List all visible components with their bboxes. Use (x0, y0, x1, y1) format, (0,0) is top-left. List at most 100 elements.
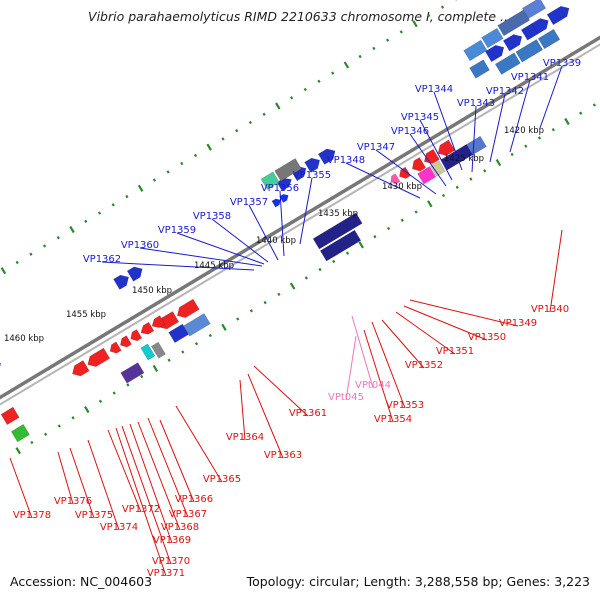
reverse-gene-11[interactable] (466, 135, 487, 156)
reverse-gene-22[interactable] (85, 347, 111, 370)
forward-gene-21[interactable] (271, 197, 282, 208)
gene-label-vp1355[interactable]: VP1355 (293, 170, 331, 181)
gene-label-vp1346[interactable]: VP1346 (391, 126, 429, 137)
forward-gene-20[interactable] (274, 158, 302, 182)
gene-label-vp1339[interactable]: VP1339 (543, 58, 581, 69)
gene-label-vp1356[interactable]: VP1356 (261, 183, 299, 194)
scale-tick (249, 309, 254, 313)
gene-label-vp1378[interactable]: VP1378 (13, 510, 51, 521)
gene-label-vp1359[interactable]: VP1359 (158, 225, 196, 236)
scale-tick (152, 178, 157, 182)
gene-label-vp1364[interactable]: VP1364 (226, 432, 264, 443)
gene-label-vp1363[interactable]: VP1363 (264, 450, 302, 461)
gene-label-vpt044[interactable]: VPt044 (355, 380, 391, 391)
forward-gene-12[interactable] (497, 9, 530, 37)
gene-label-vp1347[interactable]: VP1347 (357, 142, 395, 153)
gene-label-vp1351[interactable]: VP1351 (436, 346, 474, 357)
leader-vp1370 (121, 425, 172, 565)
forward-gene-19[interactable] (260, 171, 280, 190)
forward-gene-5[interactable] (515, 39, 544, 63)
gene-label-vp1353[interactable]: VP1353 (386, 400, 424, 411)
leader-vp1354 (363, 329, 394, 423)
reverse-gene-8[interactable] (417, 166, 437, 185)
forward-gene-11[interactable] (481, 27, 504, 49)
leader-vp1372 (107, 429, 142, 513)
forward-gene-1[interactable] (484, 42, 507, 63)
gene-label-vp1376[interactable]: VP1376 (54, 496, 92, 507)
genome-summary: Topology: circular; Length: 3,288,558 bp… (246, 574, 590, 589)
reverse-gene-27[interactable] (120, 362, 145, 384)
forward-gene-24[interactable] (126, 264, 145, 282)
gene-label-vp1370[interactable]: VP1370 (152, 556, 190, 567)
scale-tick (303, 87, 307, 92)
reverse-gene-29[interactable] (10, 424, 30, 443)
gene-label-vp1354[interactable]: VP1354 (374, 414, 412, 425)
gene-label-vp1368[interactable]: VP1368 (161, 522, 199, 533)
reverse-gene-25[interactable] (168, 323, 189, 343)
gene-label-vp1374[interactable]: VP1374 (100, 522, 138, 533)
gene-label-vp1352[interactable]: VP1352 (405, 360, 443, 371)
gene-label-vp1340[interactable]: VP1340 (531, 304, 569, 315)
reverse-gene-18[interactable] (128, 329, 143, 343)
reverse-gene-24[interactable] (151, 341, 166, 359)
gene-label-vp1343[interactable]: VP1343 (457, 98, 495, 109)
forward-gene-17[interactable] (317, 146, 338, 165)
reverse-gene-26[interactable] (183, 313, 211, 337)
gene-label-vp1362[interactable]: VP1362 (83, 254, 121, 265)
reverse-gene-15[interactable] (174, 298, 200, 321)
forward-gene-16[interactable] (304, 155, 323, 173)
forward-gene-13[interactable] (522, 0, 547, 19)
forward-gene-10[interactable] (463, 39, 488, 62)
gene-label-vp1371[interactable]: VP1371 (147, 568, 185, 579)
forward-gene-7[interactable] (531, 15, 552, 35)
feature-track (0, 0, 572, 443)
scale-tick (537, 136, 542, 140)
gene-label-vp1365[interactable]: VP1365 (203, 474, 241, 485)
gene-label-vp1349[interactable]: VP1349 (499, 318, 537, 329)
gene-label-vp1369[interactable]: VP1369 (153, 535, 191, 546)
reverse-gene-17[interactable] (118, 335, 132, 350)
reverse-gene-21[interactable] (69, 360, 90, 380)
reverse-gene-6[interactable] (397, 166, 411, 181)
forward-gene-4[interactable] (494, 52, 521, 75)
gene-label-vp1372[interactable]: VP1372 (122, 504, 160, 515)
reverse-gene-5[interactable] (435, 139, 456, 159)
reverse-gene-16[interactable] (108, 341, 122, 356)
gene-label-vp1345[interactable]: VP1345 (401, 112, 439, 123)
reverse-gene-9[interactable] (430, 160, 446, 177)
scale-tick (455, 185, 459, 189)
reverse-gene-12[interactable] (312, 212, 363, 250)
gene-label-vp1358[interactable]: VP1358 (193, 211, 231, 222)
scale-tick (140, 374, 144, 379)
forward-gene-25[interactable] (0, 358, 4, 385)
forward-gene-6[interactable] (537, 28, 561, 50)
scale-tick (289, 96, 294, 100)
gene-label-vp1357[interactable]: VP1357 (230, 197, 268, 208)
forward-gene-2[interactable] (502, 31, 525, 52)
gene-label-vp1361[interactable]: VP1361 (289, 408, 327, 419)
scale-tick (564, 117, 570, 126)
reverse-gene-23[interactable] (140, 343, 156, 361)
gene-label-vp1342[interactable]: VP1342 (486, 86, 524, 97)
forward-gene-23[interactable] (113, 272, 132, 290)
reverse-gene-20[interactable] (150, 315, 166, 331)
reverse-gene-28[interactable] (0, 406, 20, 425)
forward-gene-8[interactable] (546, 3, 572, 26)
gene-label-vpt045[interactable]: VPt045 (328, 392, 364, 403)
gene-label-vp1366[interactable]: VP1366 (175, 494, 213, 505)
gene-label-vp1375[interactable]: VP1375 (75, 510, 113, 521)
gene-label-vp1341[interactable]: VP1341 (511, 72, 549, 83)
gene-label-vp1367[interactable]: VP1367 (169, 509, 207, 520)
forward-gene-22[interactable] (279, 192, 290, 203)
gene-label-vp1360[interactable]: VP1360 (121, 240, 159, 251)
leader-vp1343 (471, 105, 477, 173)
gene-label-vp1344[interactable]: VP1344 (415, 84, 453, 95)
gene-label-vp1350[interactable]: VP1350 (468, 332, 506, 343)
reverse-gene-13[interactable] (319, 229, 362, 262)
forward-gene-9[interactable] (469, 59, 490, 79)
reverse-gene-3[interactable] (409, 157, 427, 173)
reverse-gene-19[interactable] (138, 321, 155, 337)
gene-label-vp1348[interactable]: VP1348 (327, 155, 365, 166)
reverse-gene-7[interactable] (388, 173, 401, 186)
